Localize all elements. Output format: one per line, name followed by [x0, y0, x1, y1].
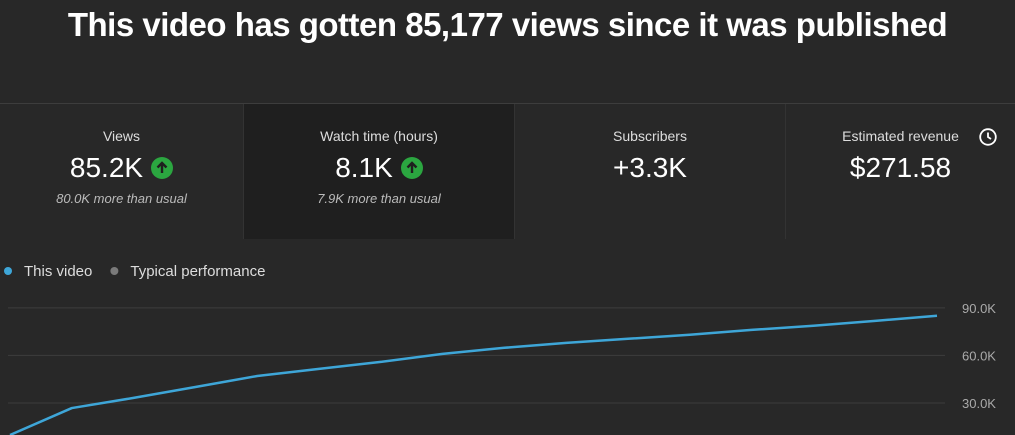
trend-up-icon [400, 157, 423, 179]
metric-card[interactable]: Subscribers +3.3K [515, 104, 786, 239]
card-value: +3.3K [613, 152, 687, 183]
card-value: 8.1K [335, 152, 393, 183]
y-tick-label: 90.0K [962, 301, 996, 316]
legend-dot [4, 267, 12, 275]
metric-cards: Views 85.2K 80.0K more than usual Watch … [0, 103, 1015, 239]
card-value-row: $271.58 [786, 150, 1015, 186]
card-label: Estimated revenue [842, 128, 959, 144]
card-label: Subscribers [613, 128, 687, 144]
legend-dot [110, 267, 119, 275]
card-value-row: 85.2K [0, 150, 243, 186]
card-label: Watch time (hours) [320, 128, 438, 144]
data-line [9, 314, 938, 435]
y-tick-label: 60.0K [962, 348, 996, 363]
trend-up-icon [151, 157, 174, 179]
card-value: $271.58 [849, 152, 952, 183]
clock-icon[interactable] [979, 128, 997, 146]
card-label: Views [102, 128, 141, 144]
y-tick-label: 30.0K [962, 396, 996, 411]
metric-card[interactable]: Views 85.2K 80.0K more than usual [0, 104, 244, 239]
metric-card[interactable]: Watch time (hours) 8.1K 7.9K more than u… [244, 104, 515, 239]
card-note: 80.0K more than usual [56, 191, 187, 206]
page-title: This video has gotten 85,177 views since… [67, 6, 948, 43]
card-value: 85.2K [69, 152, 144, 183]
legend-label: Typical performance [130, 263, 265, 280]
card-value-row: 8.1K [244, 150, 514, 186]
metric-card[interactable]: Estimated revenue $271.58 [786, 104, 1015, 239]
card-note: 7.9K more than usual [317, 191, 441, 206]
legend-label: This video [24, 263, 92, 280]
chart: This video Typical performance 30.0K 60.0K 9… [4, 263, 996, 435]
card-value-row: +3.3K [515, 150, 785, 186]
